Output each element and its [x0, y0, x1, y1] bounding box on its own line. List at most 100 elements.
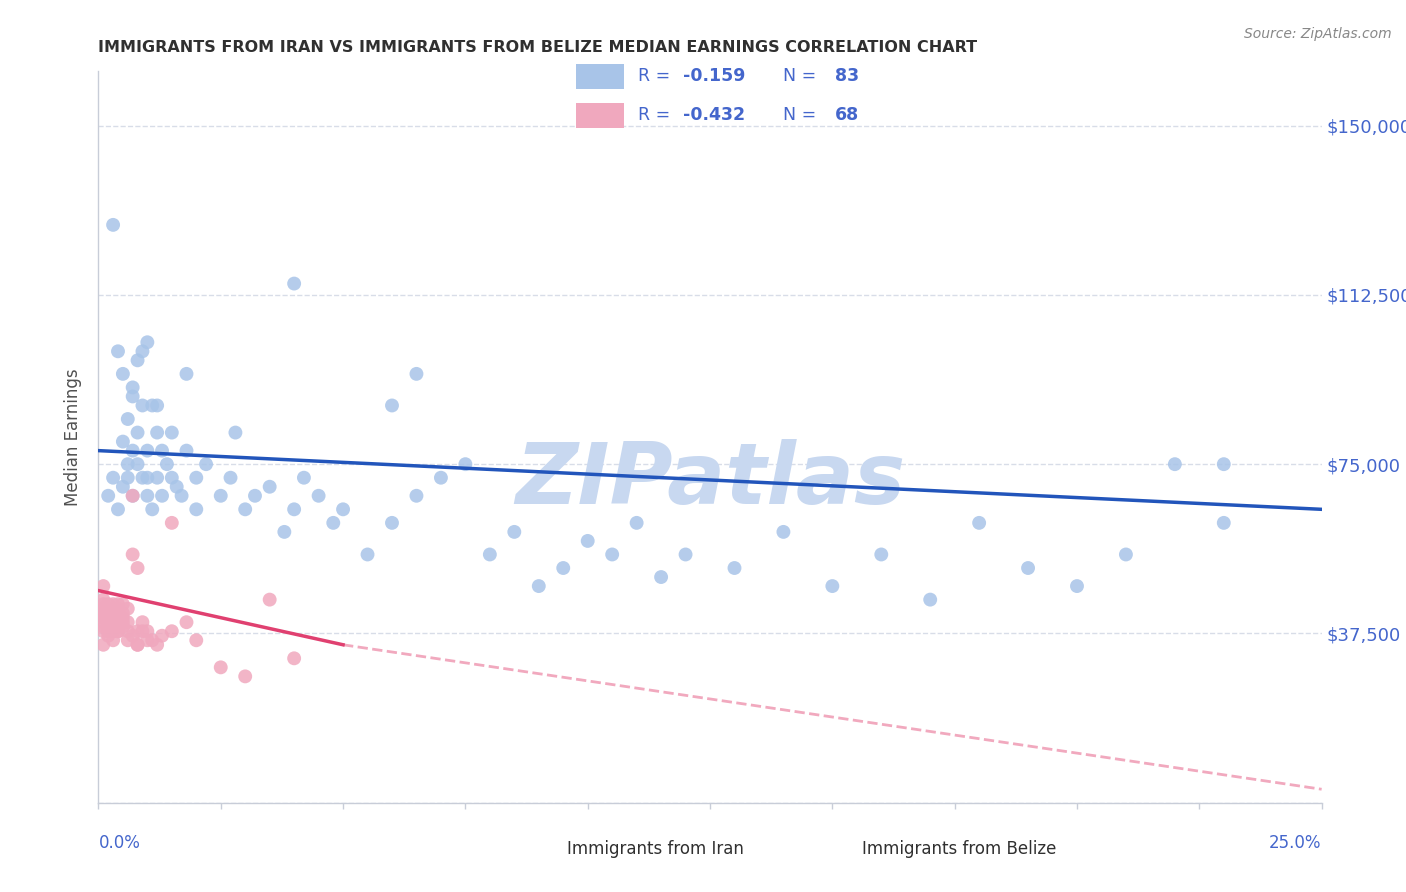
Point: [150, 443, 173, 458]
Point: [131, 471, 153, 485]
Point: [101, 610, 124, 624]
Point: [600, 548, 623, 562]
Point: [283, 502, 305, 516]
Point: [91, 606, 114, 620]
Point: [141, 399, 163, 413]
Text: 68: 68: [835, 106, 859, 124]
Point: [107, 502, 129, 516]
Point: [131, 399, 153, 413]
Point: [870, 548, 893, 562]
Point: [131, 344, 153, 359]
Point: [156, 457, 179, 471]
Point: [121, 380, 143, 394]
Point: [97, 601, 120, 615]
Point: [146, 399, 169, 413]
Point: [160, 624, 183, 639]
Point: [478, 548, 501, 562]
Point: [150, 629, 173, 643]
Point: [1017, 561, 1039, 575]
Point: [117, 412, 139, 426]
Point: [127, 425, 149, 440]
Point: [117, 457, 139, 471]
Text: Immigrants from Iran: Immigrants from Iran: [567, 840, 744, 858]
Point: [224, 425, 246, 440]
Point: [332, 502, 354, 516]
Point: [91, 615, 114, 630]
Point: [97, 624, 120, 639]
Point: [136, 489, 159, 503]
Text: R =: R =: [638, 68, 676, 86]
FancyBboxPatch shape: [576, 103, 624, 128]
Point: [1212, 457, 1234, 471]
Point: [141, 633, 163, 648]
Text: R =: R =: [638, 106, 676, 124]
Point: [107, 597, 129, 611]
Point: [101, 471, 124, 485]
Text: -0.432: -0.432: [683, 106, 745, 124]
Point: [723, 561, 745, 575]
Point: [101, 601, 124, 615]
Text: 0.0%: 0.0%: [98, 834, 141, 852]
Point: [91, 579, 114, 593]
Point: [131, 615, 153, 630]
Point: [176, 367, 198, 381]
Point: [292, 471, 315, 485]
Point: [127, 561, 149, 575]
Point: [111, 606, 134, 620]
Point: [1212, 516, 1234, 530]
Point: [91, 620, 114, 634]
Point: [107, 624, 129, 639]
Text: 25.0%: 25.0%: [1270, 834, 1322, 852]
Point: [91, 624, 114, 639]
Text: N =: N =: [783, 68, 821, 86]
Point: [111, 597, 134, 611]
Point: [127, 353, 149, 368]
Point: [283, 651, 305, 665]
Point: [117, 633, 139, 648]
Point: [117, 624, 139, 639]
Point: [97, 629, 120, 643]
Point: [186, 471, 208, 485]
Point: [91, 592, 114, 607]
Point: [107, 606, 129, 620]
Point: [160, 516, 183, 530]
Point: [381, 399, 404, 413]
Point: [101, 620, 124, 634]
Point: [97, 615, 120, 630]
Point: [259, 480, 281, 494]
Point: [121, 389, 143, 403]
Point: [97, 624, 120, 639]
Point: [176, 615, 198, 630]
Point: [107, 344, 129, 359]
Point: [1164, 457, 1187, 471]
Text: N =: N =: [783, 106, 821, 124]
Point: [101, 624, 124, 639]
Text: IMMIGRANTS FROM IRAN VS IMMIGRANTS FROM BELIZE MEDIAN EARNINGS CORRELATION CHART: IMMIGRANTS FROM IRAN VS IMMIGRANTS FROM …: [98, 40, 977, 55]
Point: [381, 516, 404, 530]
Y-axis label: Median Earnings: Median Earnings: [65, 368, 83, 506]
Point: [131, 624, 153, 639]
Text: ZIPatlas: ZIPatlas: [515, 440, 905, 523]
Point: [117, 471, 139, 485]
Point: [430, 471, 453, 485]
Point: [97, 601, 120, 615]
Point: [650, 570, 672, 584]
Point: [527, 579, 550, 593]
Point: [186, 502, 208, 516]
Point: [186, 633, 208, 648]
Point: [97, 610, 120, 624]
Point: [127, 638, 149, 652]
Point: [117, 601, 139, 615]
Point: [195, 457, 218, 471]
Point: [209, 489, 232, 503]
Point: [136, 633, 159, 648]
Point: [308, 489, 330, 503]
Point: [166, 480, 188, 494]
Point: [101, 615, 124, 630]
Point: [160, 425, 183, 440]
Point: [121, 489, 143, 503]
Text: Source: ZipAtlas.com: Source: ZipAtlas.com: [1244, 27, 1392, 41]
Point: [136, 335, 159, 350]
Point: [97, 620, 120, 634]
Point: [967, 516, 990, 530]
